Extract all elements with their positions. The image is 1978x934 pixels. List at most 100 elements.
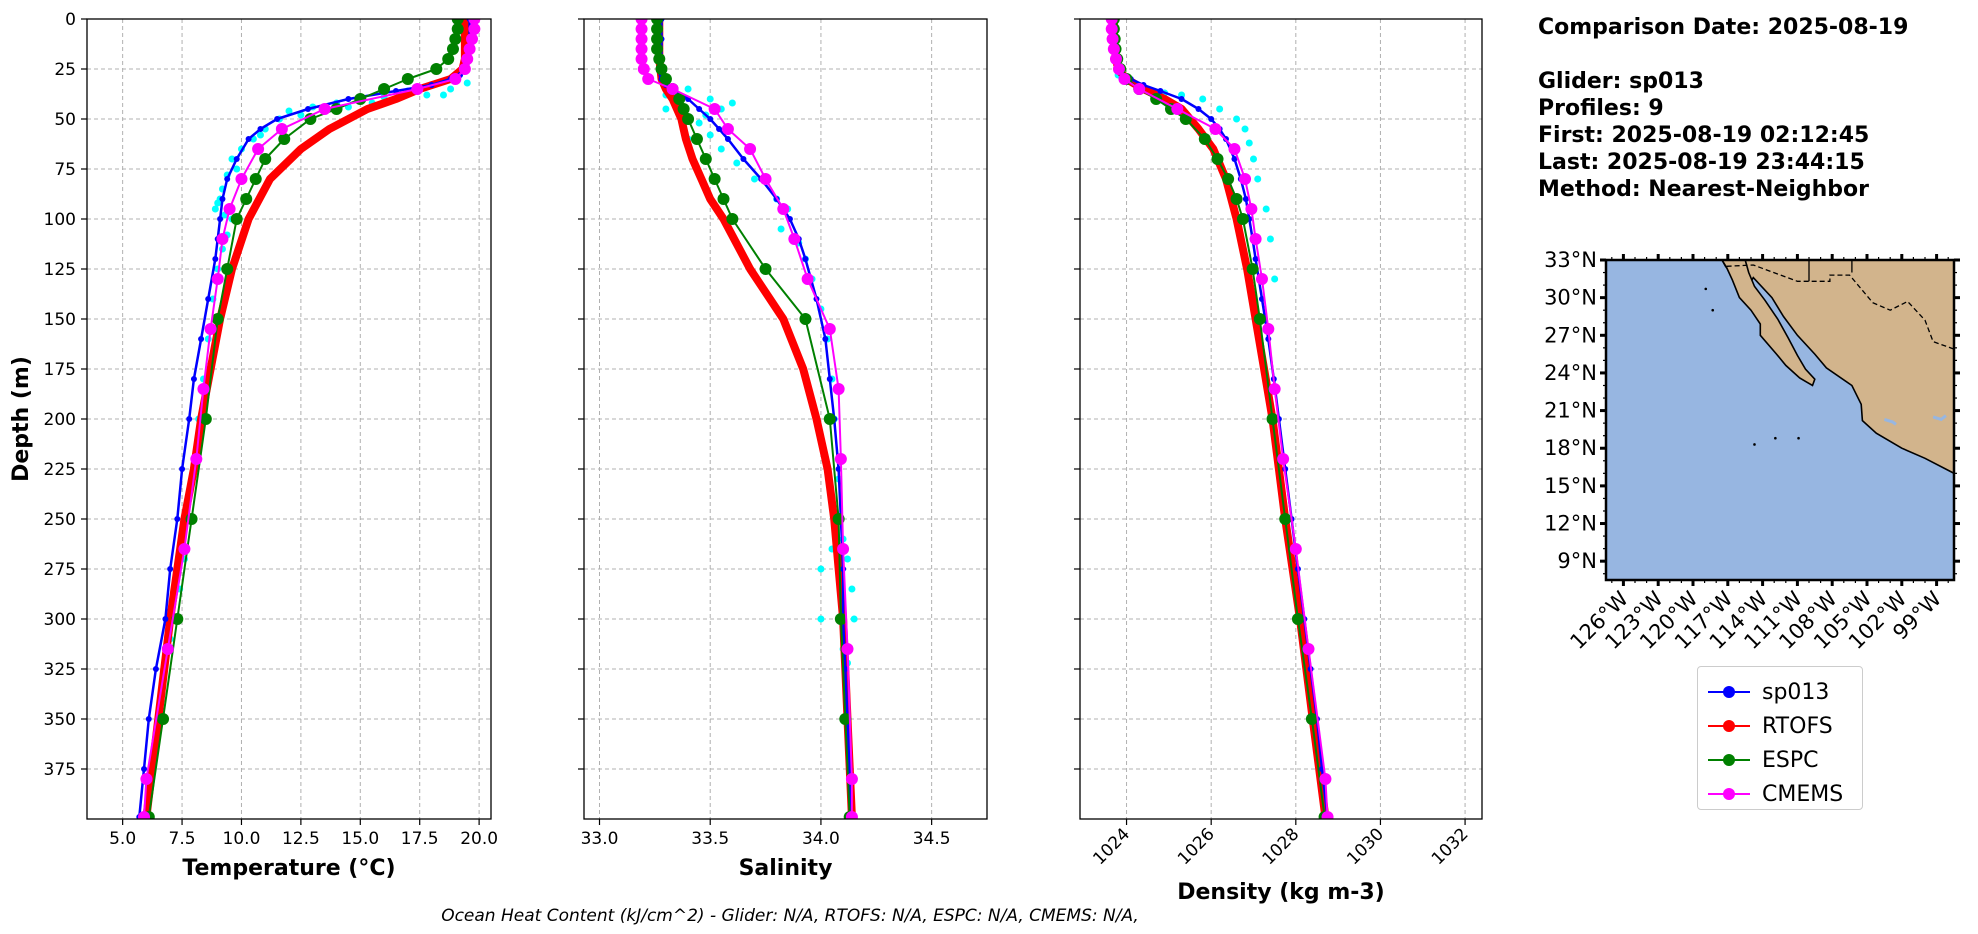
series-point-espc: [651, 19, 664, 25]
series-point-espc: [708, 173, 721, 185]
y-tick-label: 325: [44, 660, 76, 680]
axes-frame: [86, 18, 492, 820]
x-tick-label: 1032: [1428, 824, 1473, 869]
y-axis-label: Depth (m): [9, 356, 34, 482]
series-point-espc: [690, 133, 703, 145]
series-point-cmems: [1107, 43, 1120, 55]
legend-label: sp013: [1762, 679, 1830, 705]
series-point-espc: [1211, 153, 1224, 165]
chart-panel-2: 33.0 33.5 34.0 34.5 Salinity: [578, 18, 988, 881]
map-island: [1753, 443, 1756, 446]
series-point-cmems: [635, 43, 648, 55]
legend-item-espc: ESPC: [1708, 745, 1819, 775]
map-border-us-mexico: [1726, 264, 1954, 350]
x-tick-label: 10.0: [223, 829, 261, 849]
x-axis-label: Salinity: [739, 856, 833, 881]
series-point-espc: [651, 33, 664, 45]
y-tick-label: 125: [44, 260, 76, 280]
series-point-espc: [451, 19, 464, 25]
series-point-cmems: [1112, 63, 1125, 75]
series-point-espc: [451, 23, 464, 35]
series-point-cmems: [777, 203, 790, 215]
legend-label: ESPC: [1762, 747, 1819, 773]
x-tick-label: 1026: [1174, 824, 1219, 869]
y-tick-label: 50: [54, 110, 76, 130]
cyan-obs-point: [662, 105, 670, 113]
cyan-obs-point: [1254, 175, 1262, 183]
cyan-obs-point: [1245, 139, 1253, 147]
series-point-espc: [449, 33, 462, 45]
series-point-sp013: [141, 766, 148, 772]
series-line-espc: [147, 19, 459, 818]
series-point-sp013: [1208, 116, 1215, 122]
map-island: [1797, 436, 1800, 440]
series-point-cmems: [837, 543, 850, 555]
series-point-sp013: [822, 336, 829, 342]
cyan-obs-point: [256, 131, 264, 139]
series-point-espc: [401, 73, 414, 85]
series-point-espc: [230, 213, 243, 225]
series-point-espc: [1236, 213, 1249, 225]
series-point-sp013: [716, 126, 723, 132]
comparison-info-text: Comparison Date: 2025-08-19 Glider: sp01…: [1538, 15, 1909, 202]
series-point-cmems: [1262, 323, 1275, 335]
cyan-obs-point: [817, 615, 825, 623]
cyan-obs-point: [848, 585, 856, 593]
x-tick-label: 7.5: [169, 829, 196, 849]
series-point-sp013: [1178, 96, 1185, 102]
series-point-sp013: [145, 716, 152, 722]
location-map: 33°N30°N27°N24°N21°N18°N15°N12°N9°N126°W…: [1544, 248, 1960, 654]
cyan-obs-point: [751, 175, 758, 183]
series-point-cmems: [1277, 453, 1290, 465]
series-point-cmems: [832, 383, 845, 395]
series-point-cmems: [211, 273, 224, 285]
legend-item-sp013: sp013: [1708, 677, 1829, 707]
series-point-sp013: [205, 296, 212, 302]
series-point-cmems: [721, 123, 734, 135]
map-lat-label: 33°N: [1544, 248, 1597, 272]
x-axis-label: Temperature (°C): [182, 856, 395, 881]
cyan-obs-point: [695, 119, 703, 127]
series-point-cmems: [1109, 53, 1122, 65]
series-point-sp013: [186, 416, 193, 422]
cyan-obs-point: [777, 225, 785, 233]
x-tick-label: 12.5: [282, 829, 320, 849]
series-point-cmems: [458, 63, 471, 75]
map-land-baja: [1721, 260, 1816, 387]
chart-panel-3: 1024 1026 1028 1030 1032 Density (kg m-3): [1074, 18, 1483, 905]
series-point-espc: [442, 53, 455, 65]
x-tick-label: 20.0: [460, 829, 498, 849]
series-point-sp013: [802, 256, 809, 262]
series-point-cmems: [223, 203, 236, 215]
series-point-sp013: [219, 196, 226, 202]
series-point-espc: [1222, 173, 1235, 185]
series-point-cmems: [801, 273, 814, 285]
data-layer: [1105, 19, 1334, 819]
series-point-cmems: [235, 173, 248, 185]
series-point-cmems: [1319, 773, 1332, 785]
cyan-obs-point: [423, 91, 431, 99]
series-point-espc: [211, 313, 224, 325]
cyan-obs-point: [285, 107, 293, 115]
series-point-cmems: [1105, 23, 1118, 35]
map-island: [1774, 436, 1777, 440]
series-point-sp013: [1157, 88, 1164, 94]
series-point-sp013: [724, 136, 731, 142]
series-point-espc: [1305, 713, 1318, 725]
series-point-cmems: [449, 73, 462, 85]
series-point-espc: [759, 263, 772, 275]
series-point-sp013: [174, 516, 181, 522]
series-point-sp013: [257, 126, 264, 132]
cyan-obs-point: [850, 615, 858, 623]
map-frame: [1604, 258, 1956, 582]
series-point-espc: [677, 103, 690, 115]
ocean-heat-content-footer: Ocean Heat Content (kJ/cm^2) - Glider: N…: [441, 906, 1139, 926]
series-point-cmems: [161, 643, 174, 655]
cyan-obs-point: [1266, 235, 1274, 243]
series-point-cmems: [845, 811, 858, 819]
y-tick-label: 300: [44, 610, 76, 630]
cyan-obs-point: [1233, 115, 1241, 123]
series-point-cmems: [178, 543, 191, 555]
series-line-rtofs: [142, 19, 469, 819]
